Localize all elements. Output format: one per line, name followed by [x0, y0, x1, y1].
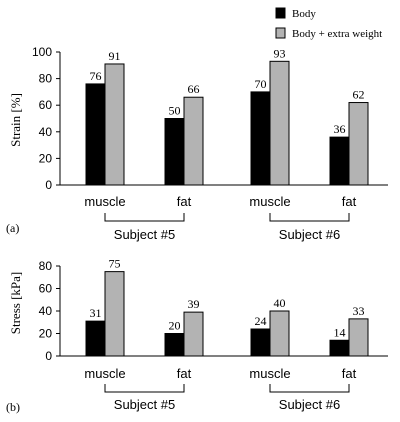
bar-body	[329, 339, 350, 357]
bar-value-label: 50	[169, 104, 181, 118]
bar-value-label: 33	[353, 304, 365, 318]
bar-body	[250, 91, 271, 186]
bar-value-label: 31	[90, 306, 102, 320]
bar-extra-weight	[183, 311, 204, 357]
legend-swatch-body	[275, 7, 286, 19]
y-tick-label: 40	[39, 125, 53, 139]
bar-value-label: 40	[274, 296, 286, 310]
panel-a-label: (a)	[6, 221, 19, 235]
x-category-label: muscle	[84, 194, 125, 209]
x-category-label: fat	[342, 194, 357, 209]
bar-body	[85, 83, 106, 186]
group-bracket	[269, 384, 350, 393]
panel-a-ylabel: Strain [%]	[8, 93, 23, 147]
panel-b-ylabel: Stress [kPa]	[8, 272, 23, 334]
bar-body	[164, 333, 185, 357]
legend-label-body: Body	[292, 8, 316, 20]
legend-label-extra: Body + extra weight	[292, 28, 382, 40]
y-tick-label: 60	[39, 98, 53, 112]
x-category-label: muscle	[249, 194, 290, 209]
x-category-label: fat	[177, 194, 192, 209]
bar-extra-weight	[269, 310, 290, 357]
bar-value-label: 36	[334, 122, 346, 136]
y-tick-label: 40	[39, 304, 53, 318]
group-bracket	[104, 384, 185, 393]
bar-value-label: 91	[109, 49, 121, 63]
y-tick-label: 60	[39, 282, 53, 296]
bar-extra-weight	[104, 271, 125, 357]
bar-value-label: 70	[255, 77, 267, 91]
panel-b-label: (b)	[6, 400, 20, 414]
y-tick-label: 100	[32, 45, 52, 59]
y-tick-label: 80	[39, 259, 53, 273]
bar-value-label: 24	[255, 314, 267, 328]
group-label: Subject #5	[114, 227, 175, 242]
legend-swatch-extra	[275, 27, 286, 39]
y-tick-label: 0	[45, 349, 52, 363]
y-tick-label: 0	[45, 178, 52, 192]
group-label: Subject #6	[279, 397, 340, 412]
bar-value-label: 66	[188, 82, 200, 96]
bar-extra-weight	[104, 63, 125, 186]
bar-body	[85, 320, 106, 357]
group-label: Subject #5	[114, 397, 175, 412]
bar-extra-weight	[348, 318, 369, 357]
x-category-label: fat	[342, 366, 357, 381]
bar-body	[164, 118, 185, 186]
bar-body	[329, 136, 350, 186]
bar-value-label: 76	[90, 69, 102, 83]
y-tick-label: 20	[39, 151, 53, 165]
panel-b-stress: (b) Stress [kPa] 0 20 40 60 80 31 20 24 14 75 39 4…	[6, 257, 388, 414]
bar-extra-weight	[183, 96, 204, 186]
group-label: Subject #6	[279, 227, 340, 242]
y-tick-label: 20	[39, 327, 53, 341]
group-bracket	[269, 213, 350, 222]
bar-value-label: 93	[274, 46, 286, 60]
x-category-label: fat	[177, 366, 192, 381]
bar-value-label: 20	[169, 319, 181, 333]
bar-value-label: 14	[334, 325, 346, 339]
bar-value-label: 39	[188, 297, 200, 311]
bar-extra-weight	[348, 102, 369, 186]
bar-body	[250, 328, 271, 357]
x-category-label: muscle	[84, 366, 125, 381]
panel-a-strain: (a) Strain [%] 0 20 40 60 80 100 76 50 70 36 91 66…	[6, 45, 388, 242]
bar-extra-weight	[269, 60, 290, 186]
x-category-label: muscle	[249, 366, 290, 381]
y-tick-label: 80	[39, 72, 53, 86]
bar-value-label: 75	[109, 257, 121, 271]
legend: Body Body + extra weight	[275, 7, 382, 40]
group-bracket	[104, 213, 185, 222]
bar-value-label: 62	[353, 88, 365, 102]
